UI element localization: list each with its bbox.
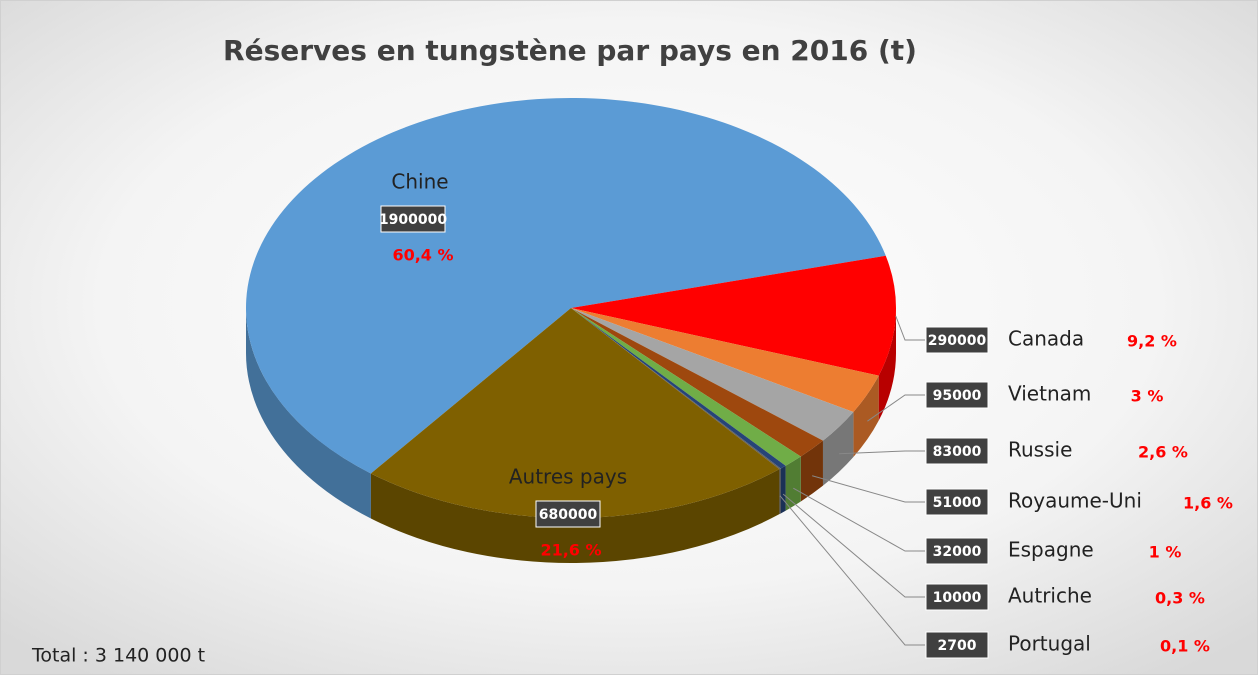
value-label: 1900000: [379, 212, 447, 228]
value-label: 83000: [933, 444, 982, 460]
percent-label: 1 %: [1149, 543, 1182, 562]
percent-label: 60,4 %: [392, 246, 453, 265]
value-label: 10000: [933, 590, 982, 606]
value-box: [925, 537, 989, 565]
percent-label: 3 %: [1131, 387, 1164, 406]
leader-line: [895, 315, 925, 341]
slice-side: [822, 411, 854, 486]
value-box: [380, 205, 446, 233]
leader-line: [812, 475, 925, 503]
percent-label: 0,1 %: [1160, 637, 1210, 656]
slice: [571, 308, 801, 466]
percent-label: 21,6 %: [540, 541, 601, 560]
slice-side: [779, 468, 781, 515]
leader-line: [793, 487, 925, 552]
value-box: [925, 437, 989, 465]
value-box: [925, 326, 989, 354]
slice: [571, 255, 896, 376]
category-label: Espagne: [1008, 538, 1094, 562]
slice-side: [878, 308, 897, 421]
value-label: 680000: [539, 507, 598, 523]
slice-side: [370, 469, 780, 563]
slice-side: [785, 456, 801, 511]
value-box: [925, 583, 989, 611]
value-label: 95000: [933, 388, 982, 404]
leader-line: [839, 450, 925, 455]
slice-side: [853, 375, 879, 457]
value-label: 2700: [938, 638, 977, 654]
slice: [245, 98, 886, 474]
slice-side: [800, 440, 823, 502]
value-box: [925, 488, 989, 516]
category-label: Vietnam: [1008, 382, 1091, 406]
percent-label: 1,6 %: [1183, 494, 1233, 513]
value-label: 290000: [928, 333, 987, 349]
category-label: Russie: [1008, 438, 1072, 462]
value-box: [925, 381, 989, 409]
leader-line: [779, 495, 925, 646]
percent-label: 9,2 %: [1127, 332, 1177, 351]
category-label: Autres pays: [509, 465, 627, 489]
percent-label: 0,3 %: [1155, 589, 1205, 608]
category-label: Chine: [391, 170, 448, 194]
chart-title: Réserves en tungstène par pays en 2016 (…: [223, 34, 917, 67]
value-box: [535, 500, 601, 528]
slice-side: [780, 465, 786, 514]
category-label: Autriche: [1008, 584, 1092, 608]
slice: [571, 308, 823, 457]
leader-line: [867, 394, 925, 422]
leader-line: [782, 493, 925, 598]
slice: [571, 308, 879, 412]
slice: [571, 308, 854, 441]
percent-label: 2,6 %: [1138, 443, 1188, 462]
value-label: 32000: [933, 544, 982, 560]
category-label: Royaume-Uni: [1008, 489, 1142, 513]
slice: [370, 308, 780, 518]
value-label: 51000: [933, 495, 982, 511]
slice: [571, 308, 786, 469]
slice-side: [246, 308, 371, 519]
value-box: [925, 631, 989, 659]
category-label: Canada: [1008, 327, 1084, 351]
category-label: Portugal: [1008, 632, 1091, 656]
slice: [571, 308, 781, 470]
total-note: Total : 3 140 000 t: [31, 645, 205, 667]
